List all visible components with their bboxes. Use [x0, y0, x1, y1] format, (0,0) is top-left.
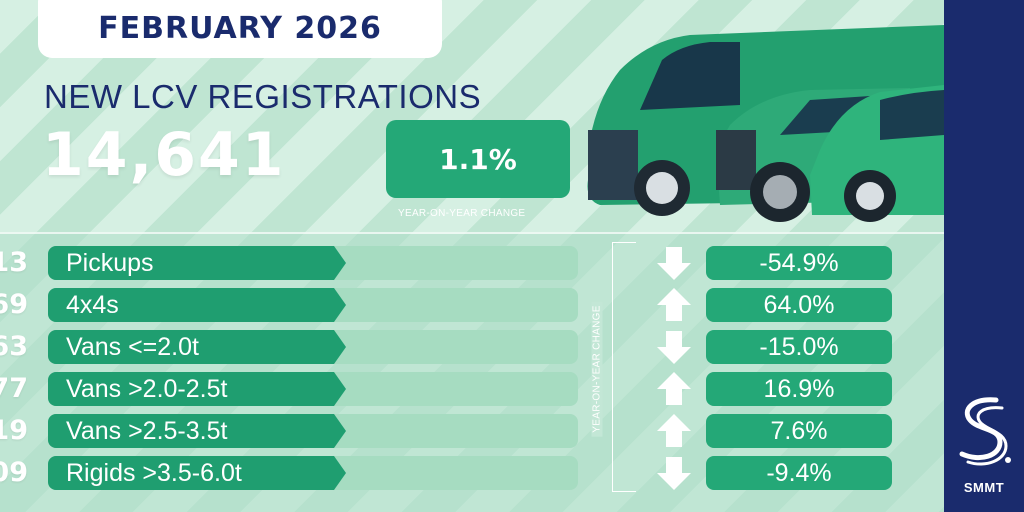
arrow-up-icon — [657, 372, 691, 405]
arrow-up-icon — [657, 288, 691, 321]
row-value: 363 — [0, 331, 28, 362]
row-value: 2,477 — [0, 373, 28, 404]
change-rigids: -9.4% — [706, 456, 892, 490]
vans-illustration — [587, 25, 944, 222]
date-box: FEBRUARY 2026 — [38, 0, 442, 58]
smmt-logo-icon — [959, 397, 1011, 466]
row-value: 10,719 — [0, 415, 28, 446]
row-label: Vans >2.0-2.5t — [48, 372, 346, 406]
page-title: NEW LCV REGISTRATIONS — [44, 78, 482, 115]
change-vans-2t: -15.0% — [706, 330, 892, 364]
row-value: 269 — [0, 289, 28, 320]
row-value: 609 — [0, 457, 28, 488]
yoy-label: YEAR-ON-YEAR CHANGE — [398, 208, 526, 219]
row-value: 813 — [0, 247, 28, 278]
row-label: Vans <=2.0t — [48, 330, 346, 364]
row-label: Rigids >3.5-6.0t — [48, 456, 346, 490]
arrow-down-icon — [657, 331, 691, 364]
arrow-down-icon — [657, 457, 691, 490]
row-label: Pickups — [48, 246, 346, 280]
change-axis-label: YEAR-ON-YEAR CHANGE — [591, 301, 603, 437]
yoy-box: 1.1% — [386, 120, 570, 198]
arrow-down-icon — [657, 247, 691, 280]
change-bracket — [612, 242, 636, 492]
row-label: Vans >2.5-3.5t — [48, 414, 346, 448]
logo-text: SMMT — [963, 480, 1005, 495]
change-pickups: -54.9% — [706, 246, 892, 280]
yoy-value: 1.1% — [439, 142, 517, 176]
change-vans-2-2.5t: 16.9% — [706, 372, 892, 406]
small-van-icon — [810, 85, 944, 222]
arrow-up-icon — [657, 414, 691, 447]
total-registrations: 14,641 — [42, 120, 286, 190]
date-label: FEBRUARY 2026 — [98, 11, 382, 46]
row-label: 4x4s — [48, 288, 346, 322]
change-4x4s: 64.0% — [706, 288, 892, 322]
change-vans-2.5-3.5t: 7.6% — [706, 414, 892, 448]
